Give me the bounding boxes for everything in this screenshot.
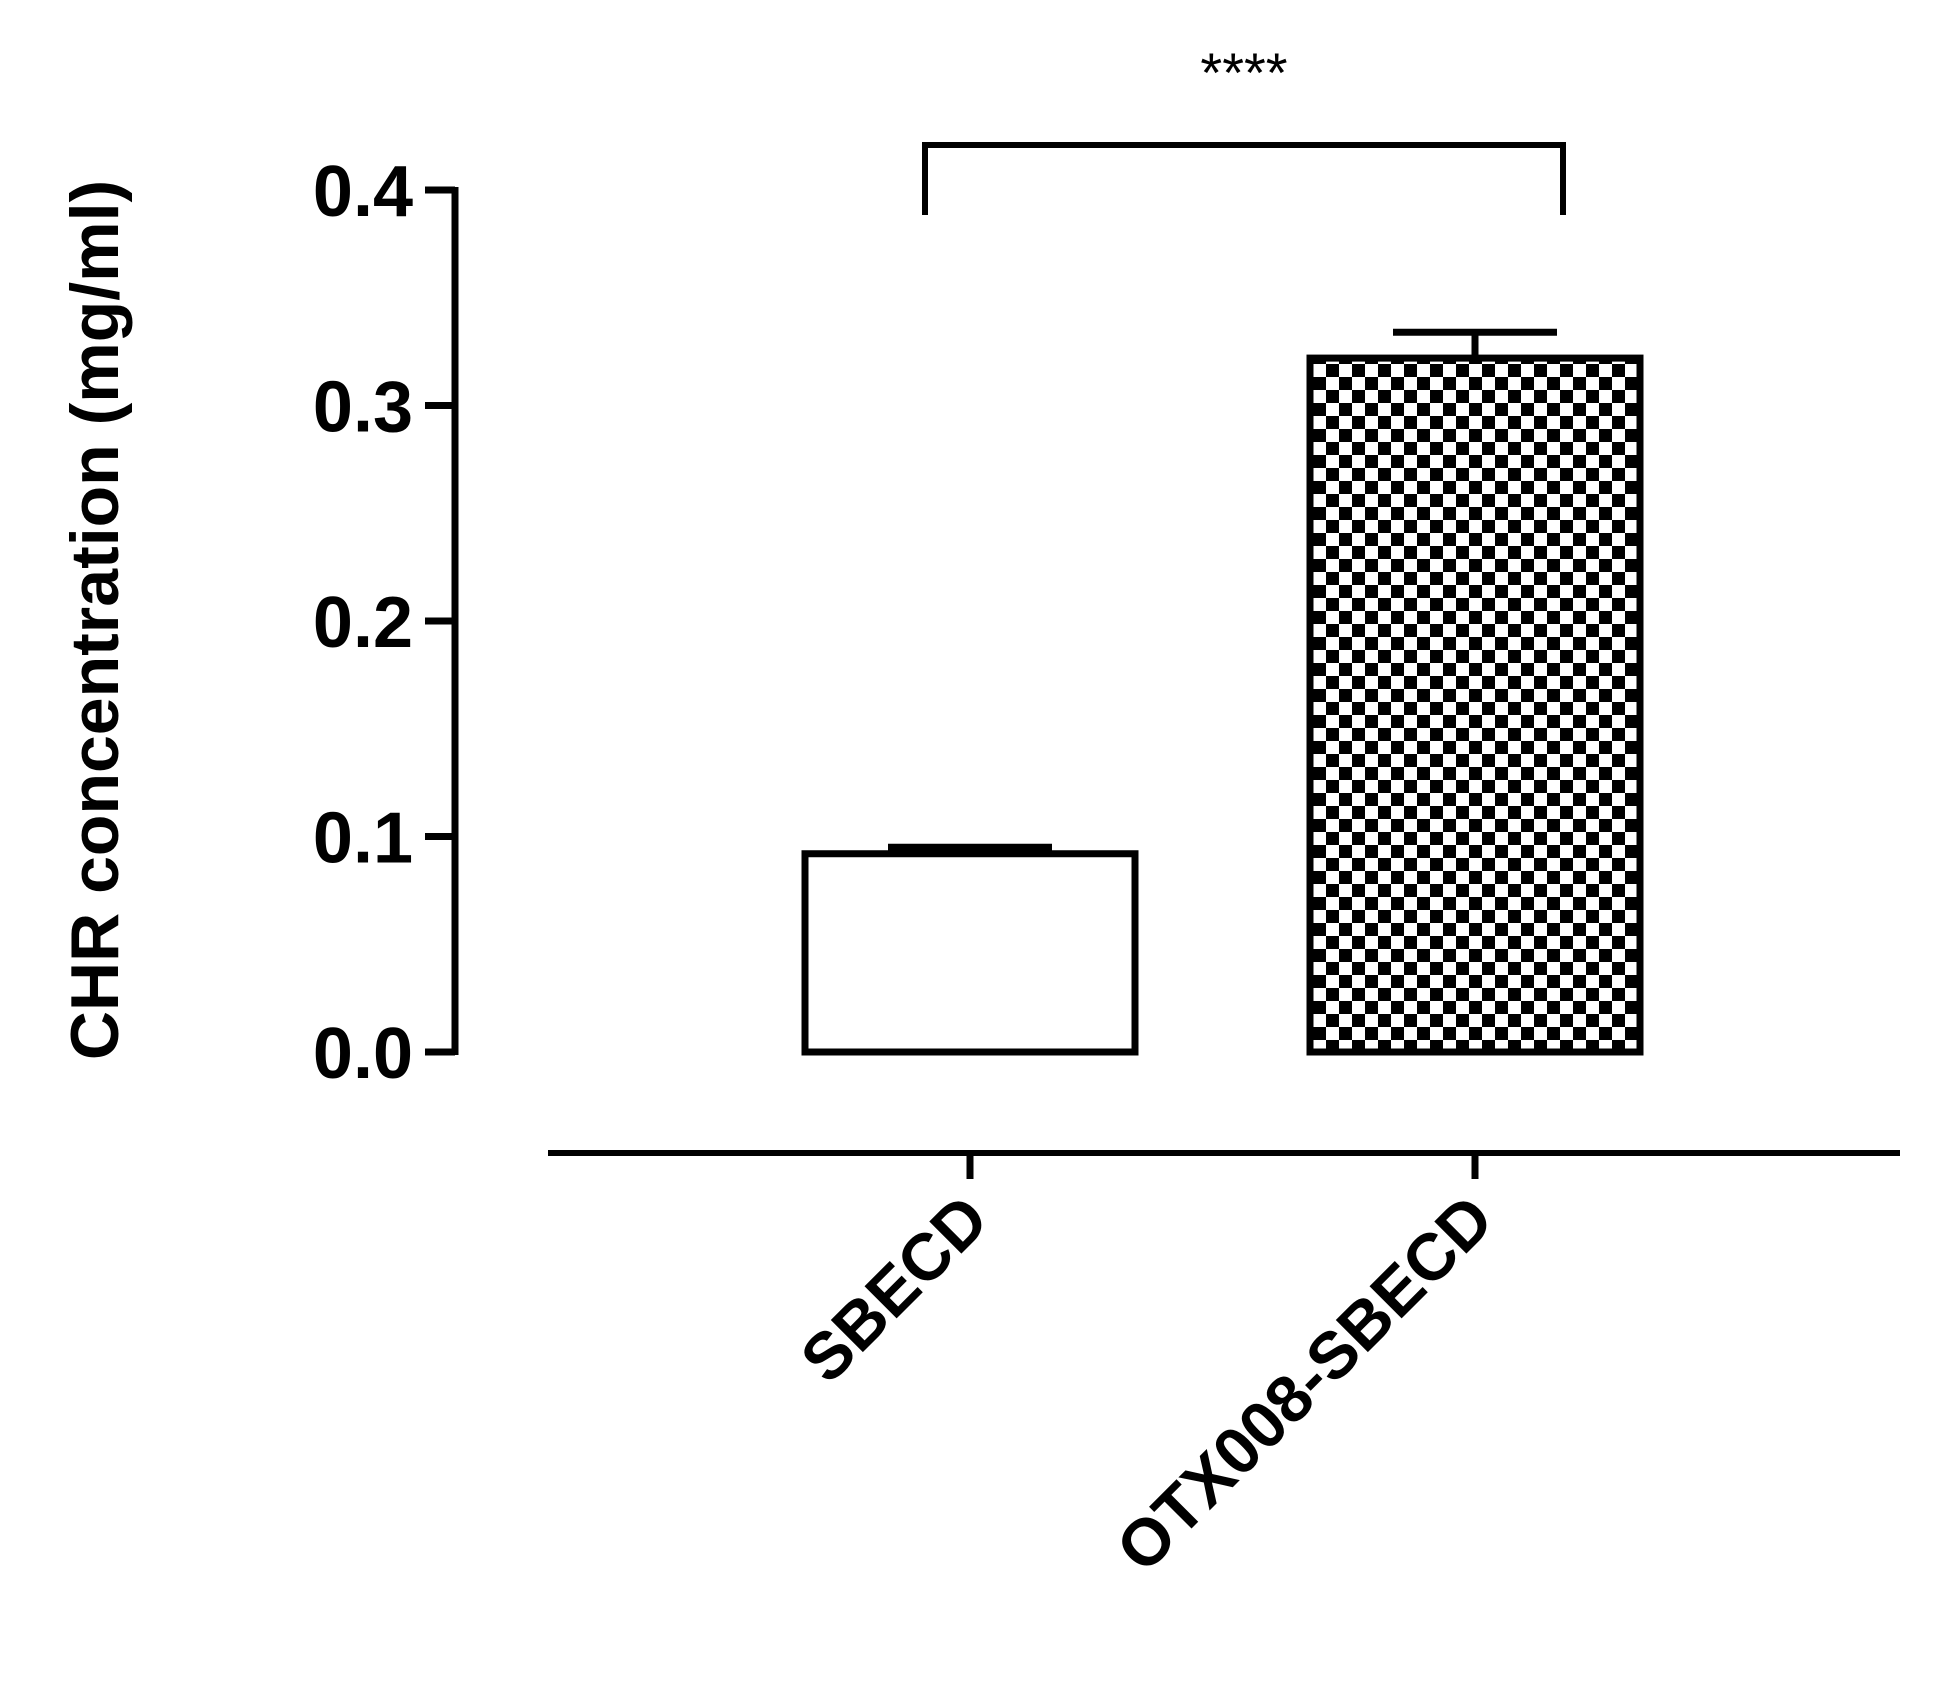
bar-otx008-sbecd bbox=[1306, 354, 1644, 1056]
y-tick-label: 0.4 bbox=[313, 152, 413, 232]
y-tick-label: 0.1 bbox=[313, 799, 413, 879]
x-tick-label: SBECD bbox=[786, 1181, 1002, 1397]
significance-bracket: **** bbox=[922, 41, 1566, 215]
y-tick-label: 0.0 bbox=[313, 1014, 413, 1094]
significance-label: **** bbox=[1200, 41, 1287, 104]
bars bbox=[801, 328, 1644, 1056]
bar-sbecd bbox=[801, 850, 1139, 1056]
y-axis-title: CHR concentration (mg/ml) bbox=[57, 180, 133, 1060]
x-axis: SBECD OTX008-SBECD bbox=[548, 1150, 1900, 1586]
y-tick-label: 0.2 bbox=[313, 583, 413, 663]
y-axis: 0.0 0.1 0.2 0.3 0.4 bbox=[313, 152, 459, 1094]
x-tick-label: OTX008-SBECD bbox=[1102, 1181, 1507, 1586]
y-tick-label: 0.3 bbox=[313, 368, 413, 448]
bracket-line bbox=[922, 142, 1566, 215]
